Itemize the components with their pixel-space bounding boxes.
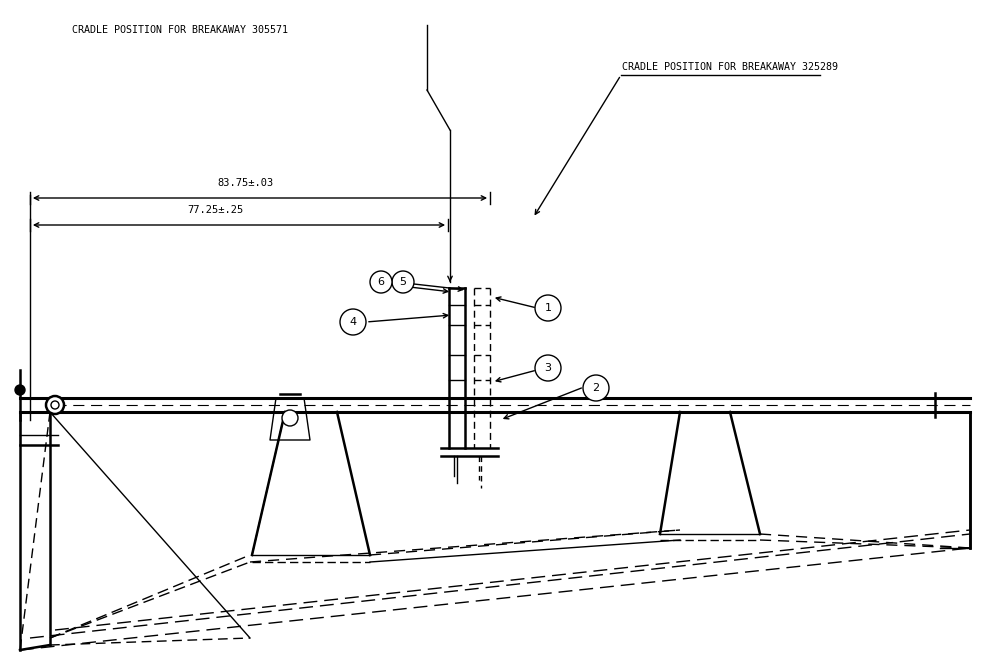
Circle shape <box>340 309 366 335</box>
Text: 83.75±.03: 83.75±.03 <box>217 178 273 188</box>
Circle shape <box>535 295 561 321</box>
Text: 1: 1 <box>544 303 552 313</box>
Circle shape <box>370 271 392 293</box>
Circle shape <box>583 375 609 401</box>
Text: CRADLE POSITION FOR BREAKAWAY 305571: CRADLE POSITION FOR BREAKAWAY 305571 <box>72 25 288 35</box>
Text: 6: 6 <box>378 277 385 287</box>
Text: 3: 3 <box>544 363 552 373</box>
Text: 4: 4 <box>349 317 357 327</box>
Circle shape <box>46 396 64 414</box>
Text: CRADLE POSITION FOR BREAKAWAY 325289: CRADLE POSITION FOR BREAKAWAY 325289 <box>622 62 838 72</box>
Text: 77.25±.25: 77.25±.25 <box>187 205 243 215</box>
Circle shape <box>535 355 561 381</box>
Circle shape <box>51 401 59 409</box>
Circle shape <box>282 410 298 426</box>
Circle shape <box>15 385 25 395</box>
Text: 2: 2 <box>592 383 600 393</box>
Text: 5: 5 <box>400 277 407 287</box>
Circle shape <box>392 271 414 293</box>
